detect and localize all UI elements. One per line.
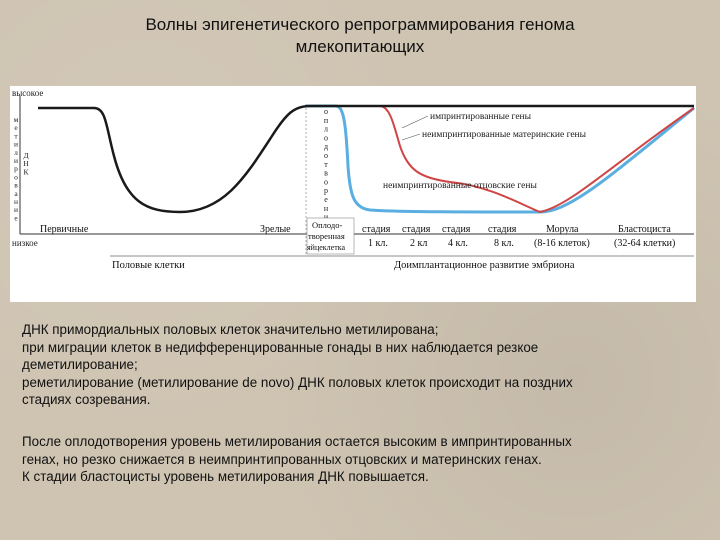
fertilization-letter: л [324,125,328,134]
curve-paternal [306,104,695,214]
pointer-maternal [401,133,421,141]
x-label-blastocyst: Бластоциста [618,224,671,235]
stage-2-bottom: 2 кл [410,238,427,249]
slide-title: Волны эпигенетического репрограммировани… [60,14,660,58]
y-axis-letter: н [14,197,18,206]
x-label-mature: Зрелые [260,224,291,235]
x-label-morula: Морула [546,224,579,235]
label-maternal: неимпринтированные материнские гены [422,130,587,140]
stage-4-top: стадия [488,224,517,235]
fertilization-letter: о [324,107,328,116]
slide-title-line2: млекопитающих [295,37,425,56]
x-label-blastocyst-cells: (32-64 клетки) [614,238,675,249]
y-axis-dna-letter: К [23,167,29,176]
y-axis-vertical-label-dna: ДНК [23,151,29,176]
methylation-diagram: высокое низкое метилирование ДНК оплодот… [12,88,695,271]
y-axis-letter: т [14,131,18,140]
fertilization-letter: и [324,213,329,222]
y-axis-letter: е [14,123,18,132]
fertilization-vertical-label: оплодотворение [324,107,329,230]
y-axis-vertical-label: метилирование [14,115,19,222]
stage-3-bottom: 4 кл. [448,238,468,249]
fertilization-letter: в [324,169,328,178]
paragraph-germ-cells: ДНК примордиальных половых клеток значит… [22,321,702,409]
section-germ-cells: Половые клетки [112,260,185,271]
y-axis-letter: о [14,172,18,181]
fertilization-letter: о [324,177,328,186]
zygote-label-box [306,217,355,255]
stage-3-top: стадия [442,224,471,235]
y-axis-top-label: высокое [12,88,43,98]
paragraph1-line: реметилирование (метилирование de novo) … [22,374,573,390]
paragraph1-line: при миграции клеток в недифференцированн… [22,339,539,355]
paragraph1-line: ДНК примордиальных половых клеток значит… [22,322,439,337]
paragraph1-line: деметилирование; [22,357,138,372]
fertilization-letter: о [324,133,328,142]
stage-2-top: стадия [402,224,431,235]
y-axis-dna-letter: Д [23,151,28,160]
fertilization-letter: т [324,160,328,169]
y-axis-letter: м [14,115,19,124]
x-label-primary: Первичные [40,224,89,235]
x-label-zygote-1: Оплодо- [312,220,343,230]
y-axis-letter: и [14,140,18,149]
y-axis-dna-letter: Н [23,159,29,168]
stage-1-bottom: 1 кл. [368,238,388,249]
paragraph-embryo: После оплодотворения уровень метилирован… [22,433,702,486]
fertilization-letter: д [324,142,328,151]
fertilization-letter: о [324,151,328,160]
pointer-imprinted [401,115,429,129]
fertilization-letter: н [324,204,329,213]
fertilization-letter: р [324,186,328,195]
paragraph2-line: После оплодотворения уровень метилирован… [22,434,572,449]
label-paternal: неимпринтированные отцовские гены [383,181,537,191]
y-axis-letter: р [14,164,18,173]
stage-1-top: стадия [362,224,391,235]
paragraph2-line: К стадии бластоцисты уровень метилирован… [22,469,429,484]
y-axis-letter: е [14,213,18,222]
y-axis-bottom-label: низкое [12,238,38,248]
stage-4-bottom: 8 кл. [494,238,514,249]
y-axis-letter: в [14,181,18,190]
y-axis-letter: а [14,189,18,198]
x-label-morula-cells: (8-16 клеток) [534,238,590,249]
fertilization-letter: е [324,195,328,204]
y-axis-letter: и [14,156,18,165]
paragraph1-line: стадиях созревания. [22,392,151,407]
curve-maternal [306,105,695,214]
x-label-zygote-2: творенная [308,231,345,241]
y-axis-letter: л [14,148,18,157]
x-label-zygote-3: яйцеклетка [307,243,345,252]
curve-imprinted [38,104,694,214]
label-imprinted: импринтированные гены [430,112,532,122]
y-axis-letter: и [14,205,18,214]
fertilization-letter: п [324,116,329,125]
paragraph2-line: генах, но резко снижается в неимпринтипр… [22,451,542,467]
slide-title-line1: Волны эпигенетического репрограммировани… [145,15,575,34]
section-embryo: Доимплантационное развитие эмбриона [394,260,575,271]
